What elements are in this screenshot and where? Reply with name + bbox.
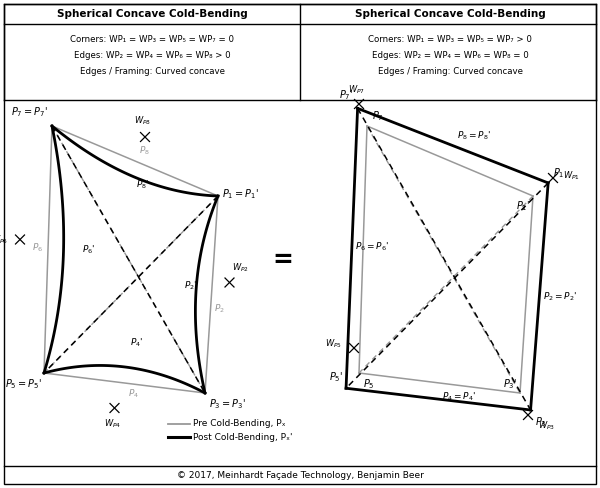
Text: $P_2 = P_2$': $P_2 = P_2$' — [544, 290, 577, 303]
Text: $W_{P4}$: $W_{P4}$ — [104, 418, 121, 430]
Text: $P_7 = P_7$': $P_7 = P_7$' — [11, 105, 48, 119]
Text: $P_3 = P_3$': $P_3 = P_3$' — [209, 397, 245, 411]
Text: $P_5$: $P_5$ — [363, 377, 374, 391]
Text: Spherical Concave Cold-Bending: Spherical Concave Cold-Bending — [355, 9, 545, 19]
Text: $W_{P5}$: $W_{P5}$ — [325, 338, 342, 350]
Text: Corners: WP₁ = WP₃ = WP₅ = WP₇ = 0: Corners: WP₁ = WP₃ = WP₅ = WP₇ = 0 — [70, 36, 234, 44]
Text: $P_3$: $P_3$ — [535, 415, 546, 429]
Text: $W_{P2}$: $W_{P2}$ — [232, 262, 248, 274]
Text: $P_1$': $P_1$' — [516, 199, 530, 213]
Text: $P_4$': $P_4$' — [130, 337, 143, 349]
Text: $W_{P6}$: $W_{P6}$ — [0, 233, 8, 246]
Text: $P_4$: $P_4$ — [128, 387, 140, 400]
Text: $P_5$': $P_5$' — [329, 370, 343, 384]
Text: $P_2$': $P_2$' — [184, 280, 197, 292]
Text: $P_8 = P_8$': $P_8 = P_8$' — [457, 129, 491, 142]
Text: $P_5 = P_5$': $P_5 = P_5$' — [5, 377, 42, 391]
Text: $P_6 = P_6$': $P_6 = P_6$' — [355, 240, 389, 253]
Text: $W_{P3}$: $W_{P3}$ — [538, 419, 555, 431]
Text: $P_1$: $P_1$ — [553, 166, 565, 180]
Text: $P_7$: $P_7$ — [372, 109, 383, 123]
Text: © 2017, Meinhardt Façade Technology, Benjamin Beer: © 2017, Meinhardt Façade Technology, Ben… — [176, 470, 424, 480]
Text: Edges / Framing: Curved concave: Edges / Framing: Curved concave — [79, 67, 224, 77]
Text: Pre Cold-Bending, Pₓ: Pre Cold-Bending, Pₓ — [193, 420, 286, 428]
Text: Edges / Framing: Curved concave: Edges / Framing: Curved concave — [377, 67, 523, 77]
Text: Spherical Concave Cold-Bending: Spherical Concave Cold-Bending — [56, 9, 247, 19]
Text: $W_{P1}$: $W_{P1}$ — [563, 170, 580, 182]
Text: $P_4 = P_4$': $P_4 = P_4$' — [442, 391, 476, 404]
Text: =: = — [272, 248, 293, 272]
Text: $W_{P7}$: $W_{P7}$ — [349, 83, 365, 96]
Text: $P_3$': $P_3$' — [503, 377, 517, 391]
Text: Edges: WP₂ = WP₄ = WP₆ = WP₈ > 0: Edges: WP₂ = WP₄ = WP₆ = WP₈ > 0 — [74, 52, 230, 61]
Text: $P_7$': $P_7$' — [340, 88, 353, 102]
Text: $P_8$': $P_8$' — [136, 179, 150, 191]
Text: $P_1 = P_1$': $P_1 = P_1$' — [222, 187, 259, 201]
Text: $P_6$': $P_6$' — [82, 244, 95, 256]
Text: Post Cold-Bending, Pₓ': Post Cold-Bending, Pₓ' — [193, 432, 293, 442]
Text: $P_6$: $P_6$ — [32, 241, 43, 254]
Text: Edges: WP₂ = WP₄ = WP₆ = WP₈ = 0: Edges: WP₂ = WP₄ = WP₆ = WP₈ = 0 — [371, 52, 529, 61]
Text: $P_8$: $P_8$ — [139, 144, 150, 157]
Text: $W_{P8}$: $W_{P8}$ — [134, 115, 152, 127]
Text: Corners: WP₁ = WP₃ = WP₅ = WP₇ > 0: Corners: WP₁ = WP₃ = WP₅ = WP₇ > 0 — [368, 36, 532, 44]
Text: $P_2$: $P_2$ — [214, 303, 224, 315]
